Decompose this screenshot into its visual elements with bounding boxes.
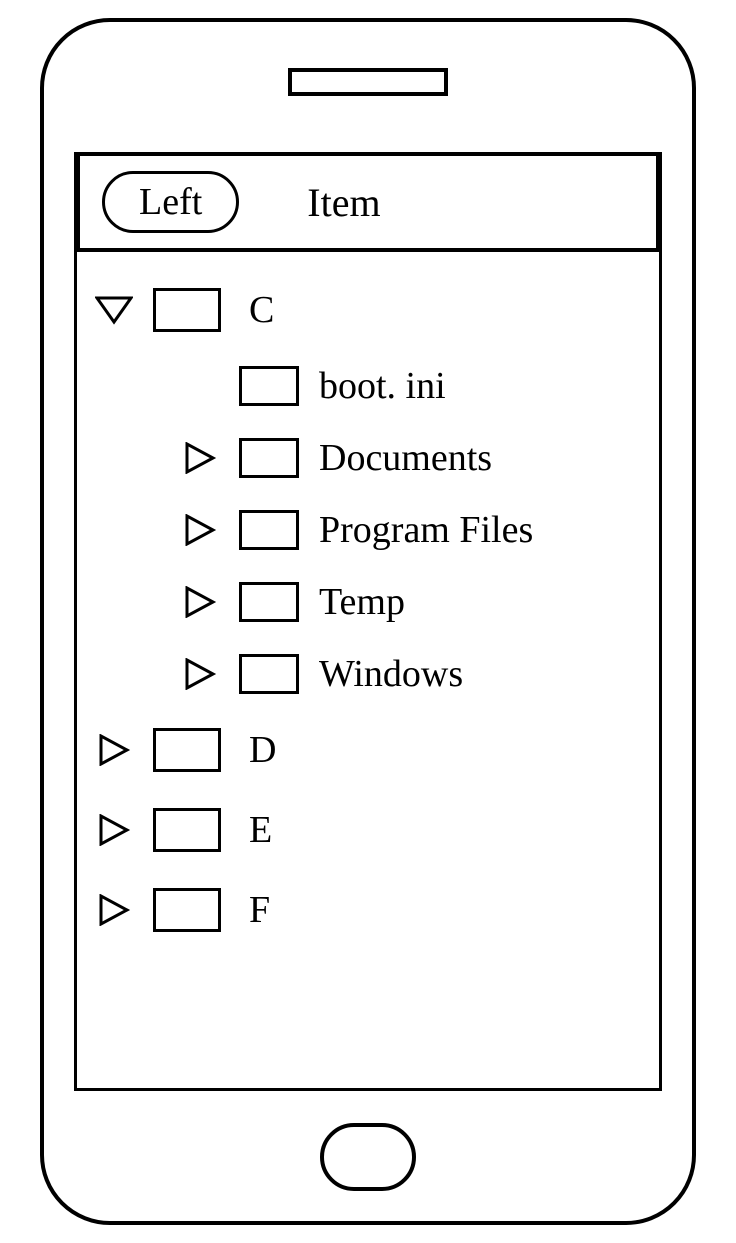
chevron-right-icon[interactable]	[95, 734, 133, 766]
folder-icon	[239, 510, 299, 550]
chevron-right-icon[interactable]	[181, 514, 219, 546]
tree-file-row[interactable]: boot. ini	[181, 350, 649, 422]
chevron-right-icon[interactable]	[181, 586, 219, 618]
left-button[interactable]: Left	[102, 171, 239, 233]
header-bar: Left Item	[74, 152, 662, 252]
drive-label: E	[241, 808, 272, 852]
chevron-right-icon[interactable]	[95, 814, 133, 846]
tree-drive-row[interactable]: D	[95, 710, 649, 790]
folder-label: Windows	[319, 652, 463, 696]
drive-label: C	[241, 288, 274, 332]
tree-folder-row[interactable]: Windows	[181, 638, 649, 710]
tree-folder-row[interactable]: Temp	[181, 566, 649, 638]
chevron-down-icon[interactable]	[95, 294, 133, 326]
drive-icon	[153, 288, 221, 332]
chevron-right-icon[interactable]	[181, 442, 219, 474]
phone-frame: Left Item C boot. ini	[40, 18, 696, 1225]
drive-icon	[153, 728, 221, 772]
file-icon	[239, 366, 299, 406]
home-button[interactable]	[320, 1123, 416, 1191]
tree-folder-row[interactable]: Program Files	[181, 494, 649, 566]
file-tree: C boot. ini Documents	[77, 252, 659, 960]
tree-folder-row[interactable]: Documents	[181, 422, 649, 494]
drive-icon	[153, 808, 221, 852]
folder-icon	[239, 438, 299, 478]
chevron-right-icon[interactable]	[181, 658, 219, 690]
tree-drive-row[interactable]: F	[95, 870, 649, 950]
folder-label: Temp	[319, 580, 405, 624]
screen: Left Item C boot. ini	[74, 152, 662, 1091]
drive-children: boot. ini Documents Program Files	[95, 350, 649, 710]
drive-icon	[153, 888, 221, 932]
drive-label: F	[241, 888, 270, 932]
header-title: Item	[307, 179, 380, 226]
folder-icon	[239, 582, 299, 622]
chevron-right-icon[interactable]	[95, 894, 133, 926]
folder-label: Documents	[319, 436, 492, 480]
tree-drive-row[interactable]: C	[95, 270, 649, 350]
phone-speaker	[288, 68, 448, 96]
tree-drive-row[interactable]: E	[95, 790, 649, 870]
folder-icon	[239, 654, 299, 694]
drive-label: D	[241, 728, 276, 772]
file-label: boot. ini	[319, 364, 446, 408]
folder-label: Program Files	[319, 508, 533, 552]
